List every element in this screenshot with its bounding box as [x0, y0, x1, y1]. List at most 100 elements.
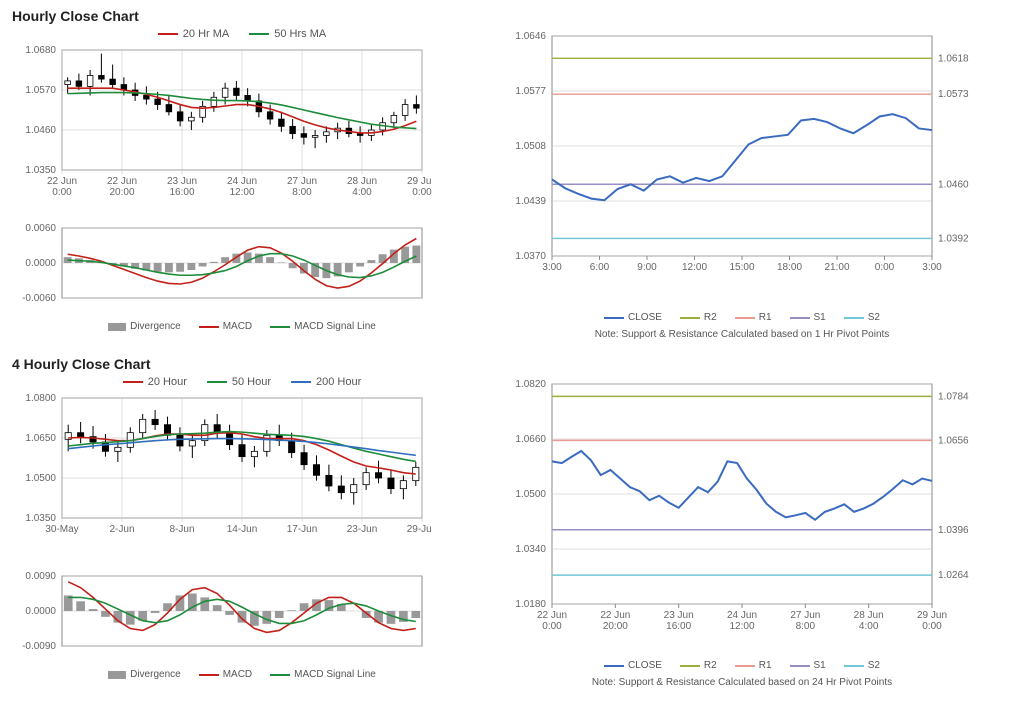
svg-text:1.0656: 1.0656 — [938, 435, 969, 446]
svg-text:-0.0090: -0.0090 — [22, 641, 56, 652]
svg-text:1.0570: 1.0570 — [25, 85, 56, 96]
legend-swatch — [790, 665, 810, 667]
legend-item: CLOSE — [604, 312, 662, 323]
svg-text:1.0340: 1.0340 — [515, 544, 546, 555]
legend-label: R1 — [759, 660, 772, 671]
section2-title: 4 Hourly Close Chart — [12, 356, 1012, 372]
legend-label: 200 Hour — [316, 376, 361, 388]
svg-text:21:00: 21:00 — [824, 262, 849, 273]
section2-macd-chart: -0.0090 0.0000 0.0090 — [12, 570, 472, 665]
legend-item: 50 Hour — [207, 376, 271, 388]
svg-text:23-Jun: 23-Jun — [347, 524, 378, 535]
legend-item: Divergence — [108, 669, 181, 680]
svg-text:22 Jun: 22 Jun — [537, 610, 567, 621]
svg-text:0.0000: 0.0000 — [25, 606, 56, 617]
section2-row: 20 Hour50 Hour200 Hour 1.03501.05001.065… — [12, 376, 1012, 688]
svg-text:8:00: 8:00 — [796, 621, 816, 632]
svg-text:0.0090: 0.0090 — [25, 571, 56, 582]
legend-item: MACD Signal Line — [270, 321, 376, 332]
svg-text:28 Jun: 28 Jun — [347, 176, 377, 187]
legend-swatch — [291, 381, 311, 383]
svg-text:1.0396: 1.0396 — [938, 525, 969, 536]
svg-text:20:00: 20:00 — [603, 621, 628, 632]
legend-swatch — [199, 674, 219, 676]
legend-item: MACD — [199, 321, 252, 332]
svg-text:1.0264: 1.0264 — [938, 570, 969, 581]
svg-text:4:00: 4:00 — [352, 187, 372, 198]
svg-text:1.0500: 1.0500 — [25, 473, 56, 484]
legend-label: R2 — [704, 660, 717, 671]
svg-text:16:00: 16:00 — [666, 621, 691, 632]
legend-swatch — [123, 381, 143, 383]
legend-label: Divergence — [130, 669, 181, 680]
svg-text:27 Jun: 27 Jun — [790, 610, 820, 621]
legend-label: S2 — [868, 660, 880, 671]
legend-swatch — [680, 665, 700, 667]
legend-item: S1 — [790, 312, 826, 323]
section2-price-chart: 1.03501.05001.06501.080030-May2-Jun8-Jun… — [12, 390, 472, 560]
legend-label: CLOSE — [628, 660, 662, 671]
svg-text:0.0000: 0.0000 — [25, 258, 56, 269]
section2-macd-legend: Divergence MACD MACD Signal Line — [12, 669, 472, 680]
svg-text:1.0460: 1.0460 — [938, 179, 969, 190]
svg-text:24 Jun: 24 Jun — [727, 610, 757, 621]
svg-text:20:00: 20:00 — [109, 187, 134, 198]
svg-text:0:00: 0:00 — [542, 621, 562, 632]
legend-item: S1 — [790, 660, 826, 671]
svg-text:1.0577: 1.0577 — [515, 86, 546, 97]
section1-price-legend: 20 Hr MA 50 Hrs MA — [12, 28, 472, 40]
legend-item: 20 Hr MA — [158, 28, 229, 40]
legend-item: R1 — [735, 660, 772, 671]
section2-sr-note: Note: Support & Resistance Calculated ba… — [502, 677, 982, 688]
svg-text:3:00: 3:00 — [922, 262, 942, 273]
svg-text:1.0392: 1.0392 — [938, 233, 969, 244]
svg-text:3:00: 3:00 — [542, 262, 562, 273]
svg-text:12:00: 12:00 — [729, 621, 754, 632]
svg-text:30-May: 30-May — [45, 524, 78, 535]
svg-text:1.0508: 1.0508 — [515, 141, 546, 152]
section1-sr-note: Note: Support & Resistance Calculated ba… — [502, 329, 982, 340]
legend-swatch — [270, 674, 290, 676]
svg-text:1.0646: 1.0646 — [515, 31, 546, 42]
svg-text:1.0370: 1.0370 — [515, 251, 546, 262]
legend-swatch — [680, 317, 700, 319]
section2-sr-chart: 1.01801.03401.05001.06601.082022 Jun0:00… — [502, 376, 982, 656]
svg-text:6:00: 6:00 — [590, 262, 610, 273]
svg-text:2-Jun: 2-Jun — [109, 524, 134, 535]
svg-text:15:00: 15:00 — [729, 262, 754, 273]
legend-item: 50 Hrs MA — [249, 28, 326, 40]
legend-item: S2 — [844, 660, 880, 671]
svg-text:22 Jun: 22 Jun — [107, 176, 137, 187]
section1-macd-chart: -0.00600.00000.0060 — [12, 222, 472, 317]
legend-label: R2 — [704, 312, 717, 323]
legend-label: MACD — [223, 669, 252, 680]
svg-text:22 Jun: 22 Jun — [47, 176, 77, 187]
legend-label: S1 — [814, 660, 826, 671]
legend-item: R2 — [680, 312, 717, 323]
legend-swatch — [270, 326, 290, 328]
legend-label: MACD — [223, 321, 252, 332]
svg-text:0:00: 0:00 — [875, 262, 895, 273]
svg-text:1.0180: 1.0180 — [515, 599, 546, 610]
legend-label: R1 — [759, 312, 772, 323]
svg-text:12:00: 12:00 — [229, 187, 254, 198]
legend-swatch — [158, 33, 178, 35]
svg-text:-0.0060: -0.0060 — [22, 293, 56, 304]
svg-text:18:00: 18:00 — [777, 262, 802, 273]
legend-swatch — [108, 323, 126, 331]
legend-swatch — [735, 317, 755, 319]
section1-title: Hourly Close Chart — [12, 8, 1012, 24]
section2-sr-legend: CLOSE R2 R1 S1 S2 — [502, 660, 982, 671]
svg-text:12:00: 12:00 — [682, 262, 707, 273]
svg-text:9:00: 9:00 — [637, 262, 657, 273]
legend-label: MACD Signal Line — [294, 669, 376, 680]
section1-row: 20 Hr MA 50 Hrs MA 1.0350 1.0460 1.0570 1.06… — [12, 28, 1012, 340]
svg-text:4:00: 4:00 — [859, 621, 879, 632]
svg-text:1.0350: 1.0350 — [25, 165, 56, 176]
svg-text:0:00: 0:00 — [412, 187, 432, 198]
legend-label: 20 Hour — [148, 376, 187, 388]
svg-text:0:00: 0:00 — [52, 187, 72, 198]
legend-swatch — [108, 671, 126, 679]
legend-label: S2 — [868, 312, 880, 323]
svg-text:23 Jun: 23 Jun — [167, 176, 197, 187]
